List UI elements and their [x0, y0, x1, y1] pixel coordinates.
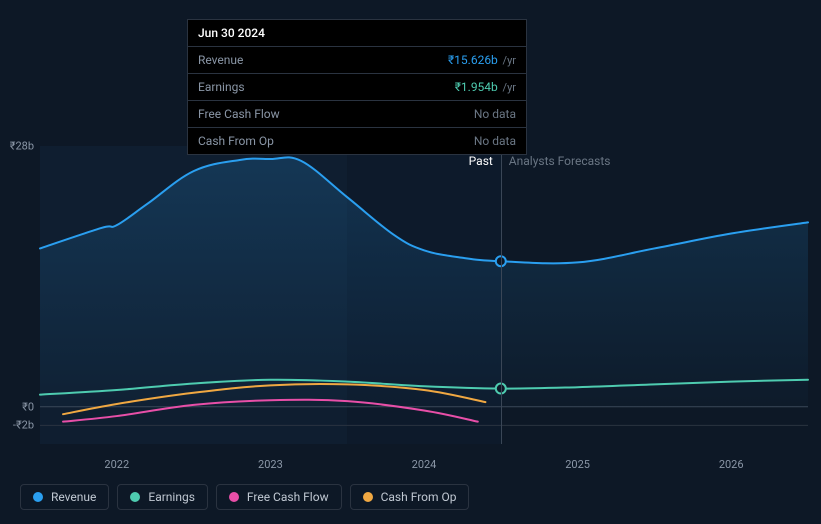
plot-area[interactable]: Past Analysts Forecasts ₹28b₹0-₹2b 20222… [40, 146, 808, 444]
tooltip-metric-value: ₹1.954b [455, 80, 498, 94]
tooltip-row: Cash From Op No data [188, 128, 526, 154]
chart-svg [40, 146, 808, 444]
x-axis-tick: 2025 [565, 444, 590, 471]
tooltip-row: Earnings ₹1.954b /yr [188, 74, 526, 101]
past-region-label: Past [469, 154, 493, 168]
y-axis-tick: ₹28b [10, 140, 40, 153]
legend-swatch [130, 492, 140, 502]
tooltip-metric-label: Earnings [198, 80, 245, 94]
tooltip-unit: /yr [500, 54, 516, 67]
legend-item-revenue[interactable]: Revenue [20, 484, 109, 510]
legend-label: Free Cash Flow [247, 490, 329, 504]
legend-swatch [363, 492, 373, 502]
legend-label: Revenue [51, 490, 96, 504]
tooltip-metric-label: Cash From Op [198, 134, 274, 148]
tooltip-metric-value: ₹15.626b [448, 53, 498, 67]
tooltip-row: Free Cash Flow No data [188, 101, 526, 128]
x-axis-tick: 2026 [719, 444, 744, 471]
x-axis-tick: 2023 [258, 444, 283, 471]
tooltip-unit: /yr [500, 81, 516, 94]
tooltip-metric-label: Revenue [198, 53, 243, 67]
chart-legend: Revenue Earnings Free Cash Flow Cash From O… [20, 484, 469, 510]
tooltip-metric-label: Free Cash Flow [198, 107, 280, 121]
legend-item-earnings[interactable]: Earnings [117, 484, 208, 510]
legend-item-cash-from-op[interactable]: Cash From Op [350, 484, 470, 510]
legend-label: Cash From Op [381, 490, 457, 504]
y-axis-tick: -₹2b [13, 419, 40, 432]
legend-item-free-cash-flow[interactable]: Free Cash Flow [216, 484, 342, 510]
y-axis-tick: ₹0 [22, 400, 40, 413]
x-axis-tick: 2024 [412, 444, 437, 471]
tooltip-metric-value: No data [474, 134, 516, 148]
legend-label: Earnings [148, 490, 195, 504]
legend-swatch [33, 492, 43, 502]
hover-tooltip: Jun 30 2024 Revenue ₹15.626b /yr Earnings ₹… [187, 19, 527, 155]
forecast-region-label: Analysts Forecasts [509, 154, 611, 168]
tooltip-date: Jun 30 2024 [188, 20, 526, 47]
legend-swatch [229, 492, 239, 502]
tooltip-metric-value: No data [474, 107, 516, 121]
x-axis-tick: 2022 [104, 444, 129, 471]
financial-forecast-chart: Jun 30 2024 Revenue ₹15.626b /yr Earnings ₹… [0, 0, 821, 524]
tooltip-row: Revenue ₹15.626b /yr [188, 47, 526, 74]
